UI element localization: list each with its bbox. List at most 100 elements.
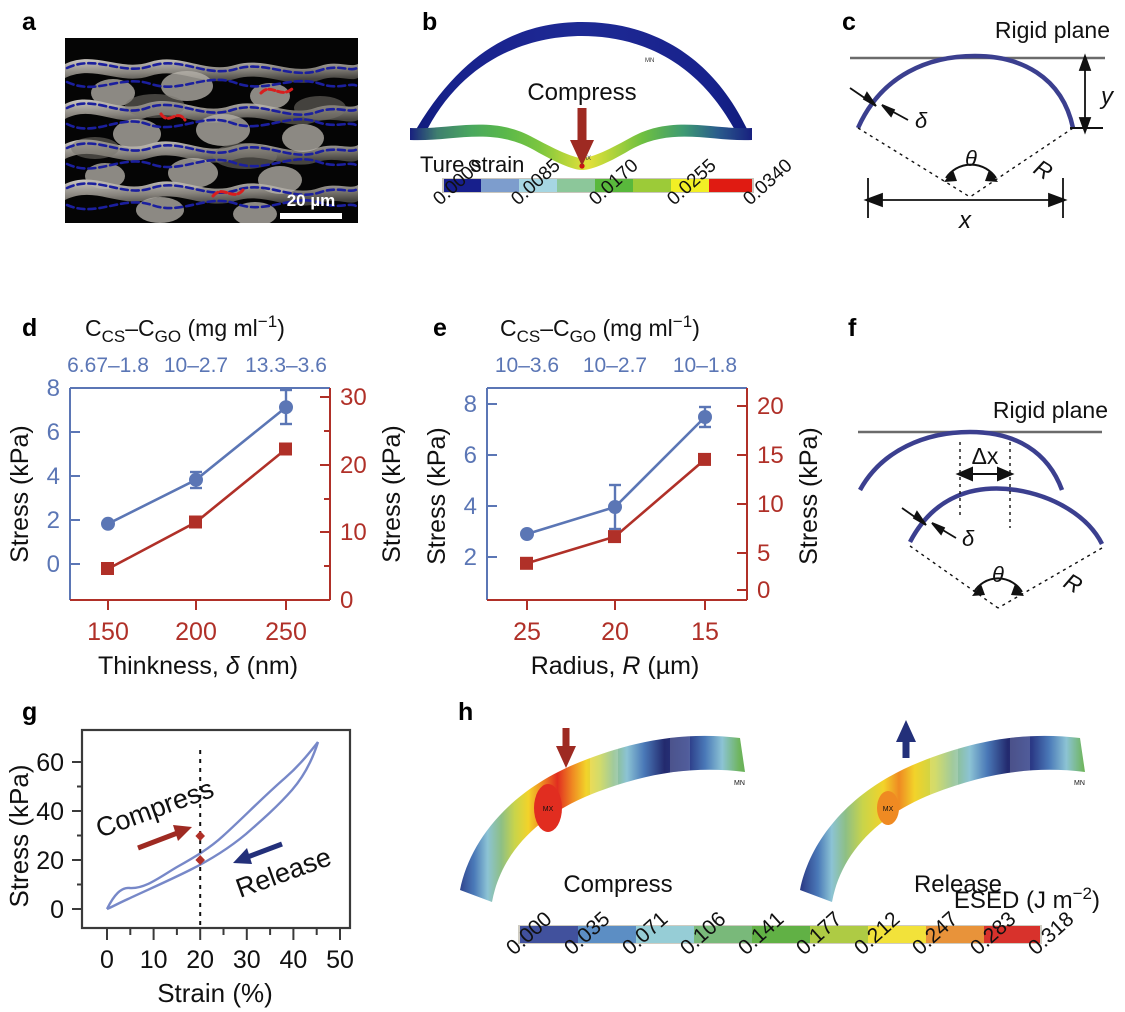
loading-curve [105,741,319,910]
panel-b: b MN MX [400,0,820,280]
h-cbtitle-sup: −2 [1073,884,1092,903]
panel-e-top-title: CCS–CGO (mg ml−1) [500,312,700,346]
panel-d-top-ticks: 6.67–1.8 10–2.7 13.3–3.6 [67,354,327,377]
e-rtick-15: 15 [757,442,784,469]
upper-arc-f [858,429,1065,492]
unloading-curve [106,741,320,911]
d-rtick-10: 10 [340,519,367,546]
panel-h-label: h [458,698,474,726]
panel-d-right-ticks [320,396,330,601]
delta-symbol: δ [915,108,928,133]
e-xlab-post: (µm) [640,652,699,680]
panel-f-label: f [848,314,857,342]
fea-arch-lower [410,124,752,170]
svg-text:CCS–CGO (mg ml−1): CCS–CGO (mg ml−1) [85,312,285,346]
node-label-mn: MN [645,58,654,64]
theta-symbol: θ [965,146,977,171]
d-toptick-0: 6.67–1.8 [67,354,149,377]
e-c1: C [500,315,517,341]
e-ltick-4: 4 [464,493,477,520]
theta-arc-f [973,577,1023,593]
d-xtick-200: 200 [175,618,217,646]
R-symbol: R [1029,154,1057,185]
d-sup: −1 [258,312,277,331]
d-rtick-20: 20 [340,452,367,479]
d-c1: C [85,315,102,341]
e-xtick-20: 20 [601,618,629,646]
y-symbol: y [1099,83,1115,110]
panel-g-y-ticks [72,761,82,910]
panel-e-right-axis-label: Stress (kPa) [795,427,823,565]
d-xtick-150: 150 [87,618,129,646]
scalebar-label: 20 µm [287,191,336,210]
arch-geometry-schematic: Rigid plane δ θ R y [849,17,1115,234]
deltax-symbol: Δx [972,443,999,469]
d-rtick-30: 30 [340,384,367,411]
panel-e-right-ticks [737,405,747,591]
sem-micrograph: 20 µm [65,38,358,223]
g-xtick-30: 30 [233,946,261,974]
release-arrow-g [233,841,283,864]
panel-d: d CCS–CGO (mg ml−1) 6.67–1.8 10–2.7 13.3… [0,300,415,680]
e-xtick-15: 15 [691,618,719,646]
panel-h: h [440,690,1125,1012]
colorbar-title: Ture strain [420,152,524,177]
d-xlab-sym: δ [226,652,241,680]
g-ytick-40: 40 [36,798,64,826]
strain-colorbar [442,178,754,193]
node-label-mx-left: MX [543,806,554,813]
panel-h-left-caption: Compress [563,871,672,898]
panel-h-fea: MX MN Compress MX MN Release ESED (J m−2… [460,720,1100,960]
panel-d-series-blue [101,388,293,531]
g-xtick-50: 50 [326,946,354,974]
d-xlab-pre: Thinkness, [98,652,226,680]
d-close: ) [277,315,285,341]
e-ltick-2: 2 [464,544,477,571]
d-ltick-6: 6 [47,419,60,446]
g-ytick-60: 60 [36,749,64,777]
panel-e-x-ticks [526,600,706,610]
g-ytick-0: 0 [50,896,64,924]
d-ltick-4: 4 [47,463,60,490]
panel-g: g 0 20 40 60 [0,690,440,1012]
d-ltick-8: 8 [47,375,60,402]
d-sub1: CS [102,327,126,346]
node-label-mx: MX [582,156,591,162]
compress-arrow-g [137,825,192,851]
d-sub2: GO [155,327,181,346]
d-dash: – [125,315,138,341]
panel-e: e CCS–CGO (mg ml−1) 10–3.6 10–2.7 10–1.8… [415,300,830,680]
fea-arch-upper [410,22,752,140]
x-dimension [863,178,1068,218]
g-ytick-20: 20 [36,847,64,875]
panel-a-label: a [22,8,36,36]
e-toptick-1: 10–2.7 [583,354,647,377]
d-rtick-0: 0 [340,587,353,614]
compress-label: Compress [527,79,636,106]
e-ltick-8: 8 [464,391,477,418]
compress-hotspot [534,784,562,832]
panel-d-series-red [101,442,292,575]
radius-guides [857,127,1074,198]
panel-a: a [0,0,400,280]
panel-g-y-axis-label: Stress (kPa) [4,764,34,907]
e-xlab-pre: Radius, [531,652,623,680]
panel-d-x-ticks [107,600,287,610]
delta-indicator-f [901,507,957,539]
panel-d-top-title: CCS–CGO (mg ml−1) [85,312,285,346]
esed-colorbar [518,925,1042,944]
d-ltick-0: 0 [47,551,60,578]
panel-c: c Rigid plane δ θ R y [820,0,1125,280]
g-xtick-40: 40 [279,946,307,974]
panel-d-x-axis-label: Thinkness, δ (nm) [98,652,298,680]
panel-g-x-ticks [106,928,341,940]
release-hotspot [877,791,899,825]
unloading-marker [195,855,205,865]
panel-e-label: e [433,314,447,342]
panel-d-left-ticks [70,387,80,565]
e-xtick-25: 25 [513,618,541,646]
d-ltick-2: 2 [47,507,60,534]
rigid-plane-label: Rigid plane [995,17,1110,43]
theta-symbol-f: θ [992,562,1004,587]
panel-g-frame [80,728,352,930]
